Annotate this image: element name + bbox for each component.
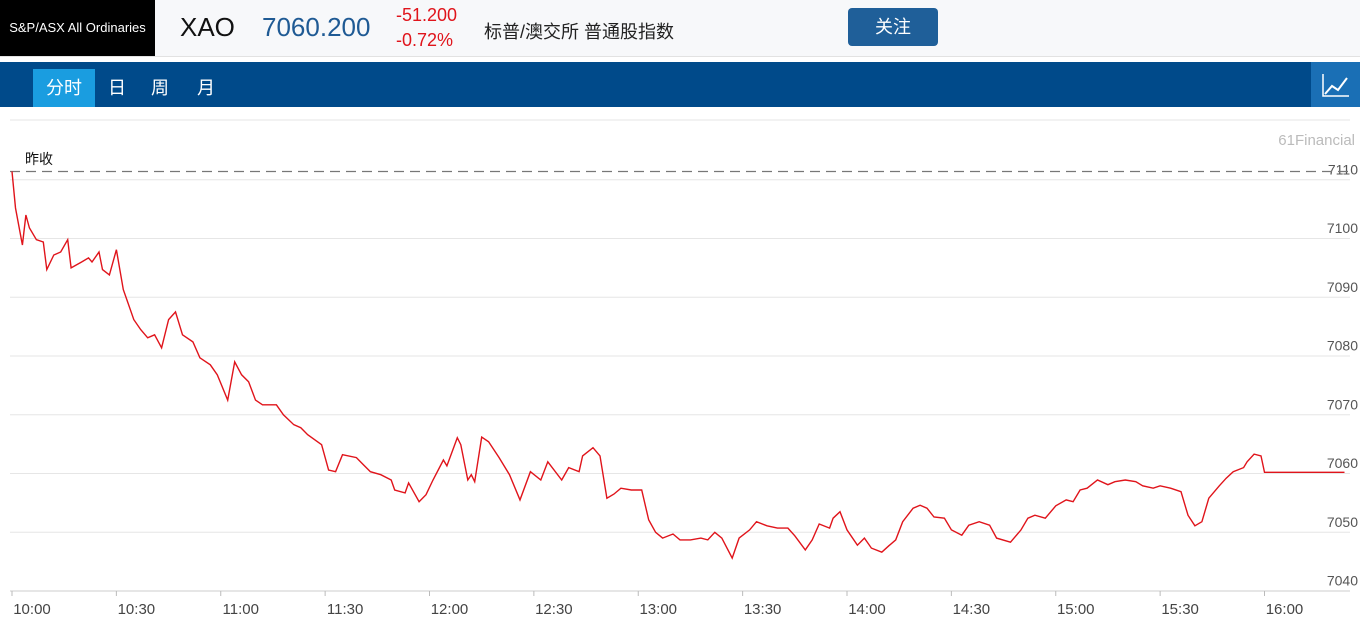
tab-bar: 分时 日 周 月 bbox=[0, 62, 1360, 107]
chart-icon[interactable] bbox=[1311, 62, 1360, 107]
x-tick-label: 15:30 bbox=[1161, 601, 1199, 618]
y-tick-label: 7070 bbox=[1327, 396, 1358, 412]
y-tick-label: 7050 bbox=[1327, 514, 1358, 530]
x-tick-label: 10:00 bbox=[13, 601, 51, 618]
price-line bbox=[11, 171, 1345, 560]
chart: 61Financial 7040 7050 7060 7070 7080 7090 7100… bbox=[10, 119, 1358, 618]
y-tick-label: 7100 bbox=[1327, 220, 1358, 236]
follow-button[interactable]: 关注 bbox=[848, 8, 938, 46]
x-tick-label: 13:00 bbox=[639, 601, 677, 618]
x-tick-label: 13:30 bbox=[744, 601, 782, 618]
y-tick-label: 7080 bbox=[1327, 338, 1358, 354]
tab[interactable]: 分时 bbox=[33, 69, 95, 107]
x-tick-label: 12:00 bbox=[431, 601, 469, 618]
tab[interactable]: 月 bbox=[197, 78, 215, 98]
y-tick-label: 7090 bbox=[1327, 279, 1358, 295]
prev-close-label: 昨收 bbox=[25, 151, 53, 167]
y-tick-label: 7040 bbox=[1327, 573, 1358, 589]
price: 7060.200 bbox=[262, 12, 371, 42]
icon bbox=[1322, 74, 1349, 97]
change-pct: -0.72% bbox=[396, 30, 454, 50]
tab[interactable]: 周 bbox=[151, 78, 169, 98]
y-tick-label: 7110 bbox=[1328, 161, 1358, 177]
x-tick-label: 14:30 bbox=[953, 601, 991, 618]
symbol: XAO bbox=[180, 12, 235, 42]
x-tick-label: 15:00 bbox=[1057, 601, 1095, 618]
y-tick-label: 7060 bbox=[1327, 455, 1358, 471]
index-name: S&P/ASX All Ordinaries bbox=[0, 0, 155, 56]
x-tick-label: 11:30 bbox=[327, 601, 363, 618]
x-tick-label: 11:00 bbox=[223, 601, 259, 618]
header: S&P/ASX All Ordinaries XAO 7060.200 -51.… bbox=[0, 0, 1360, 57]
x-tick-label: 10:30 bbox=[118, 601, 156, 618]
brand: 61Financial bbox=[1278, 132, 1355, 149]
x-tick-label: 14:00 bbox=[848, 601, 886, 618]
change: -51.200 bbox=[396, 5, 458, 25]
x-tick-label: 12:30 bbox=[535, 601, 573, 618]
full-name: 标普/澳交所 普通股指数 bbox=[484, 22, 675, 42]
tab[interactable]: 日 bbox=[108, 78, 126, 98]
x-tick-label: 16:00 bbox=[1266, 601, 1304, 618]
